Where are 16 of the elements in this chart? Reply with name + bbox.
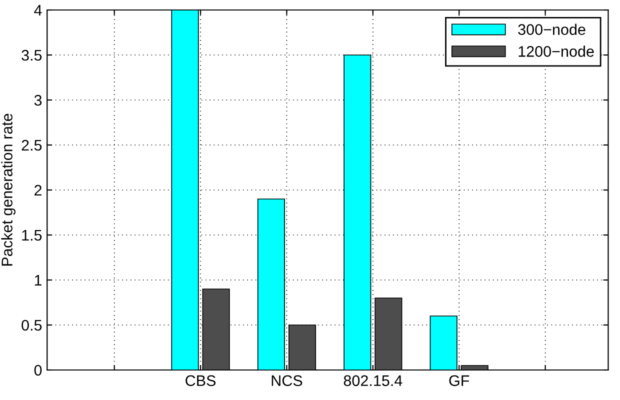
x-tick-label: GF xyxy=(449,375,470,386)
y-tick-label: 2.5 xyxy=(22,140,42,151)
legend-label: 300−node xyxy=(518,24,586,35)
y-tick-label: 1 xyxy=(34,275,42,286)
y-tick-label: 3 xyxy=(34,94,42,106)
y-tick-label: 0.5 xyxy=(22,320,42,331)
y-tick-label: 3.5 xyxy=(22,50,42,61)
x-tick-label: 802.15.4 xyxy=(344,375,402,386)
y-tick-label: 1.5 xyxy=(22,230,42,241)
x-tick-label: CBS xyxy=(186,375,216,386)
y-axis-title: Packet generation rate xyxy=(1,114,16,266)
y-tick-label: 4 xyxy=(34,5,42,16)
x-tick-label: NCS xyxy=(272,375,302,386)
legend-label: 1200−node xyxy=(518,46,594,57)
y-tick-label: 0 xyxy=(34,364,42,376)
y-tick-label: 2 xyxy=(34,184,42,196)
